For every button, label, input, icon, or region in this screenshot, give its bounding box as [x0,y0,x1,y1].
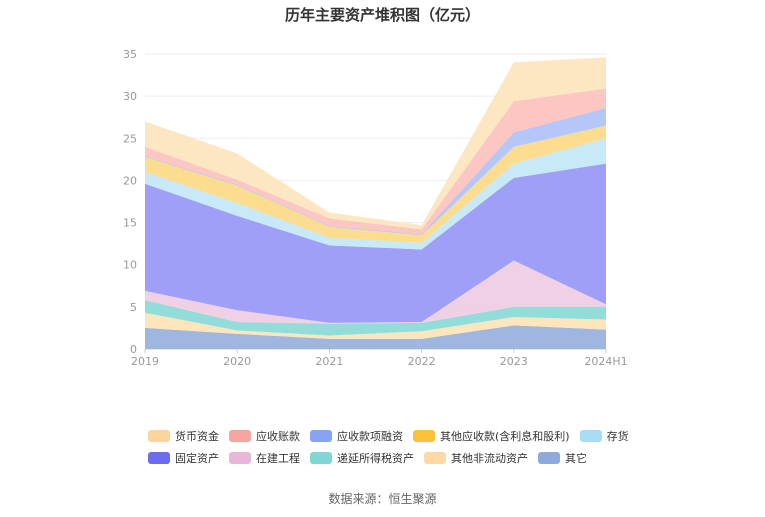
y-tick-label: 0 [130,343,137,356]
legend-swatch [413,430,435,442]
data-source-note: 数据来源：恒生聚源 [328,492,437,506]
legend-swatch [148,430,170,442]
legend-item[interactable]: 固定资产 [148,450,219,466]
area-series-4 [145,163,606,323]
area-series-9 [145,57,606,230]
area-series-2 [145,300,606,336]
legend-item[interactable]: 应收账款 [229,428,300,444]
legend-item[interactable]: 递延所得税资产 [310,450,414,466]
x-tick-label: 2020 [223,355,251,368]
legend-swatch [310,430,332,442]
legend-swatch [579,430,602,442]
legend-label: 应收账款 [256,430,300,443]
legend-swatch [424,452,446,464]
legend-swatch [148,452,170,464]
legend-swatch [310,452,332,464]
legend-label: 其他应收款(含利息和股利) [440,430,570,443]
legend-label: 在建工程 [256,452,300,465]
legend-item[interactable]: 应收款项融资 [310,428,403,444]
y-tick-label: 20 [123,174,137,187]
area-series-0 [145,325,606,349]
x-tick-label: 2022 [408,355,436,368]
area-series-7 [145,107,606,236]
area-series-3 [145,260,606,324]
legend: 货币资金 应收账款 应收款项融资 其他应收款(含利息和股利) 存货固定资产 在建工程 递延所… [148,425,648,469]
x-tick-label: 2024H1 [584,355,627,368]
area-series-1 [145,312,606,339]
legend-label: 货币资金 [175,430,219,443]
legend-row: 货币资金 应收账款 应收款项融资 其他应收款(含利息和股利) 存货 [148,425,648,447]
y-tick-label: 15 [123,217,137,230]
legend-swatch [229,452,251,464]
legend-item[interactable]: 货币资金 [148,428,219,444]
x-tick-label: 2021 [315,355,343,368]
legend-item[interactable]: 在建工程 [229,450,300,466]
area-series-6 [145,125,606,243]
area-series [145,57,606,349]
legend-item[interactable]: 其他非流动资产 [424,450,528,466]
legend-swatch [229,430,251,442]
legend-item[interactable]: 其它 [538,450,587,466]
chart-title: 历年主要资产堆积图（亿元） [284,6,480,24]
legend-label: 固定资产 [175,452,219,465]
legend-label: 存货 [606,430,629,443]
axes: 0 5 10 15 20 25 30 35 2019 2020 2021 2022 2023 2024H1 [123,48,628,368]
legend-row: 固定资产 在建工程 递延所得税资产 其他非流动资产 其它 [148,447,648,469]
legend-swatch [538,452,560,464]
y-tick-label: 5 [130,301,137,314]
y-tick-label: 35 [123,48,137,61]
legend-label: 其它 [565,452,587,465]
y-tick-label: 30 [123,90,137,103]
y-tick-label: 10 [123,259,137,272]
area-series-5 [145,138,606,250]
legend-label: 递延所得税资产 [337,452,414,465]
legend-item[interactable]: 其他应收款(含利息和股利) [413,428,570,444]
x-tick-label: 2019 [131,355,159,368]
legend-label: 应收款项融资 [337,430,403,443]
stacked-area-chart: 0 5 10 15 20 25 30 35 2019 2020 2021 2022 2023 2024H1 [123,48,628,368]
area-series-8 [145,88,606,235]
y-tick-label: 25 [123,132,137,145]
legend-label: 其他非流动资产 [451,452,528,465]
legend-item[interactable]: 存货 [579,428,629,444]
x-tick-label: 2023 [500,355,528,368]
